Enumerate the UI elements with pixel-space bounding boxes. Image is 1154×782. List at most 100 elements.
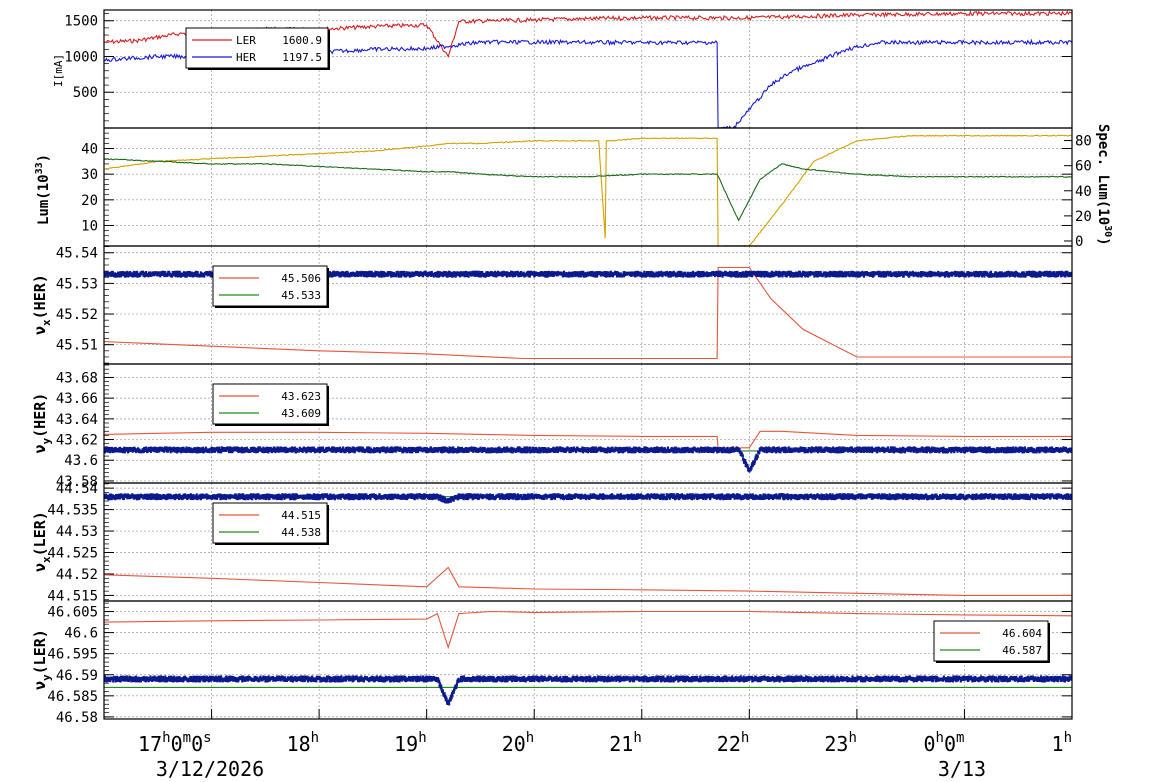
scatter-point (341, 271, 344, 275)
scatter-point (849, 449, 852, 453)
scatter-point (121, 447, 124, 451)
scatter-point (792, 447, 795, 451)
scatter-point (976, 274, 979, 278)
scatter-point (801, 446, 804, 450)
scatter-point (285, 447, 288, 451)
scatter-point (217, 450, 220, 454)
scatter-point (363, 271, 366, 275)
scatter-point (692, 270, 695, 274)
scatter-point (357, 273, 360, 277)
scatter-point (591, 272, 595, 276)
scatter-point (996, 446, 999, 450)
scatter-point (1047, 271, 1050, 275)
scatter-point (162, 270, 165, 274)
scatter-point (547, 273, 550, 277)
scatter-point (630, 273, 633, 277)
scatter-point (773, 271, 776, 275)
scatter-point (352, 449, 355, 453)
scatter-point (807, 274, 810, 278)
scatter-point (889, 270, 892, 274)
scatter-point (728, 450, 732, 454)
scatter-point (421, 274, 425, 278)
scatter-point (906, 446, 909, 450)
scatter-point (497, 273, 500, 277)
ytick-label: 40 (81, 142, 98, 158)
scatter-point (169, 450, 172, 454)
scatter-point (155, 449, 159, 453)
scatter-point (479, 271, 482, 275)
scatter-point (464, 270, 468, 274)
scatter-point (574, 274, 577, 278)
scatter-point (742, 458, 745, 462)
scatter-point (241, 449, 245, 453)
scatter-point (865, 446, 868, 450)
scatter-point (1003, 271, 1007, 275)
scatter-point (749, 468, 752, 472)
scatter-point (611, 274, 615, 278)
scatter-point (239, 448, 243, 452)
scatter-point (860, 449, 864, 453)
scatter-point (766, 449, 769, 453)
legend-value: 1197.5 (282, 51, 322, 64)
scatter-point (111, 270, 114, 274)
scatter-point (270, 448, 273, 452)
legend-value: 43.609 (281, 407, 321, 420)
scatter-point (1042, 449, 1045, 453)
scatter-point (519, 447, 523, 451)
scatter-point (1050, 448, 1053, 452)
scatter-point (850, 270, 853, 274)
scatter-point (372, 450, 375, 454)
ylabel-sup: 33 (34, 162, 45, 174)
scatter-point (1034, 274, 1037, 278)
scatter-point (957, 271, 960, 275)
scatter-point (216, 448, 219, 452)
scatter-point (386, 446, 389, 450)
scatter-point (856, 446, 859, 450)
scatter-point (428, 271, 432, 275)
ytick-label: 45.52 (56, 307, 98, 323)
ylabel-main: ν (31, 326, 49, 335)
scatter-point (416, 450, 420, 454)
ylabel: νy(HER) (31, 393, 53, 454)
scatter-point (955, 271, 959, 275)
scatter-point (856, 274, 859, 278)
scatter-point (1032, 450, 1035, 454)
scatter-point (630, 447, 633, 451)
scatter-point (611, 446, 614, 450)
scatter-point (962, 271, 965, 275)
scatter-point (631, 450, 634, 454)
scatter-point (345, 274, 349, 278)
scatter-point (705, 449, 708, 453)
scatter-point (1030, 272, 1033, 276)
scatter-point (970, 450, 974, 454)
scatter-point (559, 446, 562, 450)
scatter-point (233, 446, 236, 450)
scatter-point (149, 449, 152, 453)
scatter-point (619, 272, 622, 276)
scatter-point (652, 448, 655, 452)
scatter-point (434, 274, 437, 278)
scatter-point (142, 449, 145, 453)
scatter-point (184, 274, 187, 278)
scatter-point (986, 271, 989, 275)
scatter-point (493, 270, 497, 274)
scatter-point (603, 450, 606, 454)
scatter-point (475, 449, 478, 453)
scatter-point (108, 450, 111, 454)
scatter-point (398, 448, 401, 452)
scatter-point (535, 447, 538, 451)
scatter-point (409, 450, 412, 454)
scatter-point (664, 273, 667, 277)
scatter-point (443, 446, 446, 450)
scatter-point (608, 274, 612, 278)
scatter-point (375, 449, 378, 453)
scatter-point (325, 449, 329, 453)
scatter-point (143, 449, 147, 453)
scatter-point (838, 446, 842, 450)
scatter-point (218, 446, 221, 450)
scatter-point (864, 446, 867, 450)
scatter-point (451, 274, 454, 278)
